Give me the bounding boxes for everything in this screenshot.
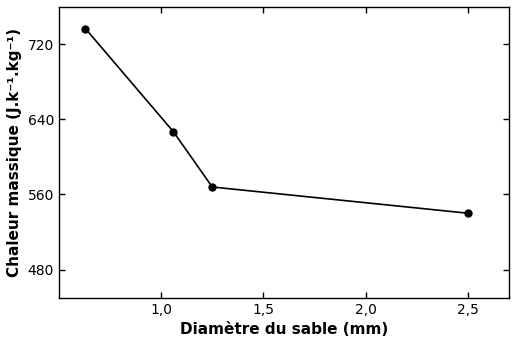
Y-axis label: Chaleur massique (J.k⁻¹.kg⁻¹): Chaleur massique (J.k⁻¹.kg⁻¹) bbox=[7, 28, 22, 277]
X-axis label: Diamètre du sable (mm): Diamètre du sable (mm) bbox=[180, 322, 388, 337]
